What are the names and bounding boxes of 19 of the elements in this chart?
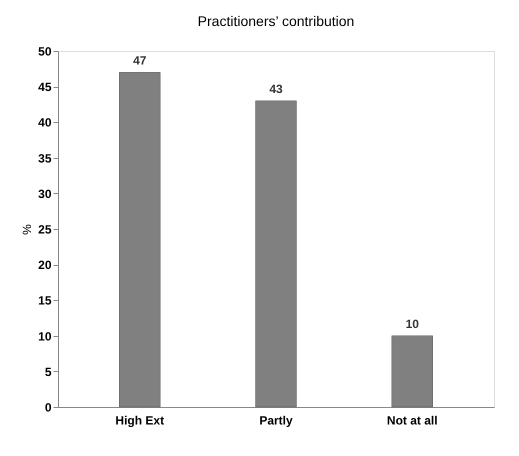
chart-title: Practitioners’ contribution bbox=[198, 13, 354, 29]
x-tick-label: Not at all bbox=[386, 414, 438, 428]
y-tick-label: 5 bbox=[44, 364, 52, 379]
y-tick-label: 30 bbox=[38, 186, 52, 201]
y-tick-label: 15 bbox=[38, 294, 52, 308]
x-tick-label: Partly bbox=[259, 414, 293, 428]
y-tick-label: 20 bbox=[38, 258, 52, 272]
y-tick-label: 25 bbox=[38, 222, 52, 236]
y-tick-label: 10 bbox=[38, 329, 52, 344]
y-axis-title: % bbox=[20, 224, 34, 235]
x-tick-label: High Ext bbox=[115, 414, 164, 428]
y-tick-label: 35 bbox=[38, 151, 52, 166]
data-label: 10 bbox=[406, 316, 420, 331]
y-tick-label: 50 bbox=[38, 44, 52, 58]
y-tick-label: 0 bbox=[44, 400, 52, 414]
y-tick-label: 45 bbox=[38, 80, 52, 94]
data-label: 43 bbox=[269, 82, 283, 96]
y-tick-label: 40 bbox=[38, 116, 52, 130]
data-label: 47 bbox=[133, 53, 147, 68]
